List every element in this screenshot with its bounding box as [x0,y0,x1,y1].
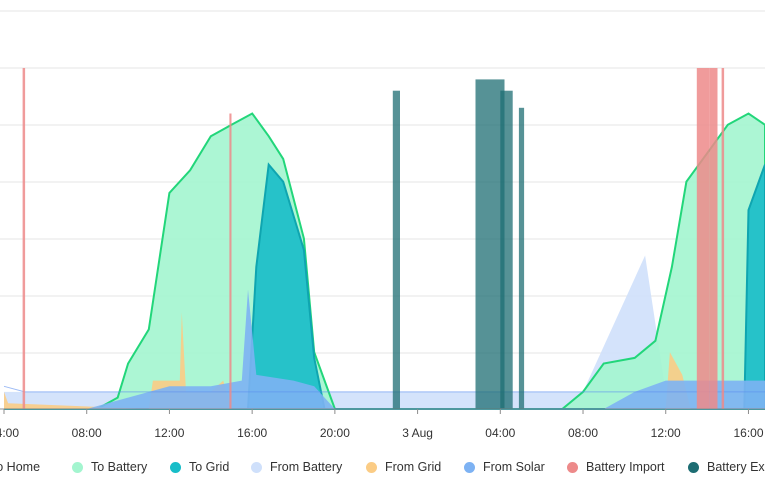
x-tick-label: 04:00 [485,426,515,440]
legend-label: To Home [0,460,41,474]
battery-import-bar [709,68,718,409]
legend-item-battery-export[interactable]: Battery Ex [688,456,765,478]
grid-layer [0,10,765,354]
legend-label: Battery Import [586,460,665,474]
legend-swatch-battery-import [567,461,578,473]
chart-legend: To Home To Battery To Grid From Battery … [0,456,765,478]
x-tick-label: 20:00 [320,426,350,440]
legend-item-from-battery[interactable]: From Battery [251,456,342,478]
x-tick-label: 04:00 [0,426,19,440]
series-from-grid-area [4,312,691,409]
legend-swatch-from-solar [464,461,475,473]
legend-label: To Battery [91,460,148,474]
series-to-home-line [3,385,765,393]
area-layer [3,112,765,410]
legend-item-from-grid[interactable]: From Grid [366,456,441,478]
legend-label: To Grid [189,460,230,474]
legend-item-to-home[interactable]: To Home [0,456,40,478]
x-tick-label: 08:00 [568,426,598,440]
x-tick-label: 08:00 [72,426,102,440]
legend-item-to-battery[interactable]: To Battery [72,456,147,478]
legend-swatch-battery-export [688,461,699,473]
x-tick-label: 12:00 [651,426,681,440]
battery-export-bar [500,90,513,409]
legend-swatch-to-grid [170,461,181,473]
legend-label: Battery Ex [707,460,765,474]
x-tick-label: 12:00 [154,426,184,440]
legend-item-to-grid[interactable]: To Grid [170,456,229,478]
x-tick-label: 16:00 [733,426,763,440]
legend-label: From Battery [270,460,343,474]
bar-layer [22,68,725,410]
x-axis: 04:00 08:00 12:00 16:00 20:00 3 Aug 04:00 08:00… [0,408,765,440]
battery-export-bar [392,90,400,409]
legend-swatch-to-battery [72,461,83,473]
x-tick-label: 16:00 [237,426,267,440]
legend-item-battery-import[interactable]: Battery Import [567,456,665,478]
battery-import-bar [721,68,725,409]
battery-export-bar [475,79,505,410]
series-to-battery-area [4,112,765,410]
battery-import-bar [229,113,232,409]
battery-import-bar [696,68,710,409]
legend-swatch-from-grid [366,461,377,473]
battery-import-bar [22,68,26,409]
x-tick-label: 3 Aug [402,426,433,440]
legend-label: From Solar [483,460,545,474]
legend-item-from-solar[interactable]: From Solar [464,456,545,478]
series-to-grid-area [4,162,765,410]
legend-swatch-from-battery [251,461,262,473]
battery-export-bar [518,107,525,410]
legend-label: From Grid [385,460,442,474]
series-from-solar-area [4,289,765,409]
